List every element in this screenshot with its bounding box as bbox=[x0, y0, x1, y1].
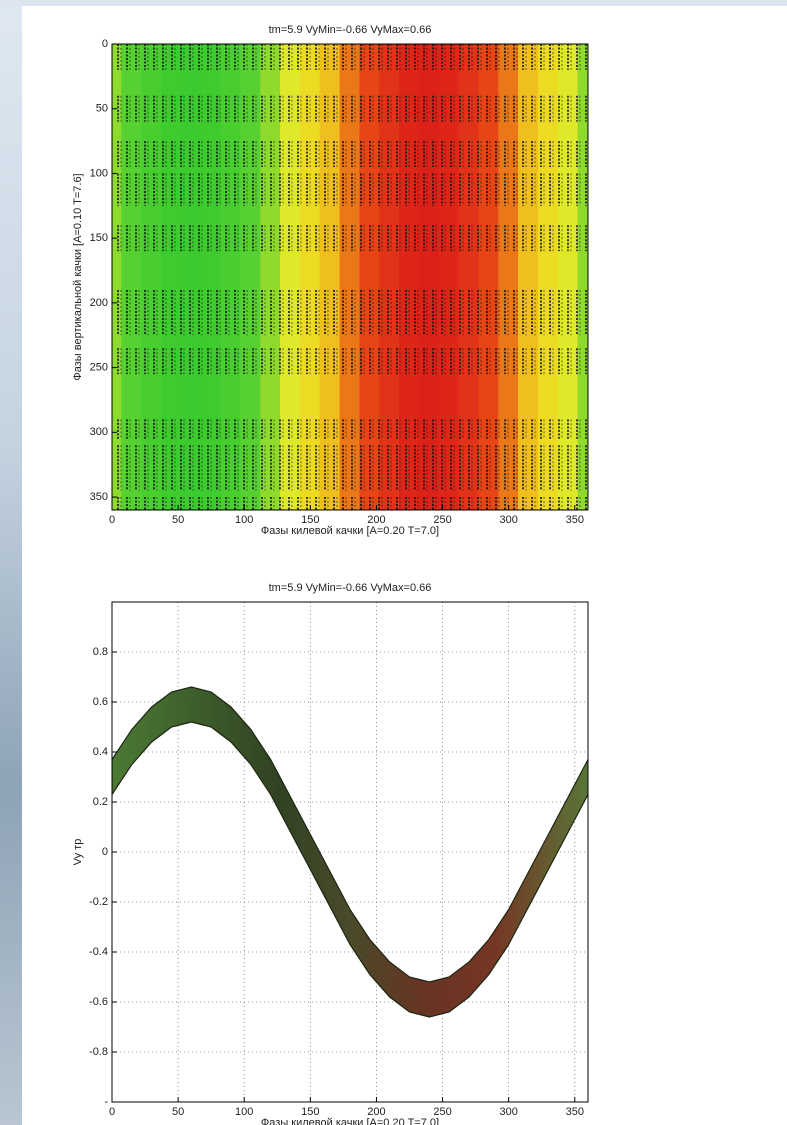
heat-cell bbox=[379, 44, 401, 510]
heat-cell bbox=[537, 44, 559, 510]
heat-cell bbox=[359, 44, 381, 510]
chart-title: tm=5.9 VyMin=-0.66 VyMax=0.66 bbox=[269, 582, 432, 594]
x-tick-label: 50 bbox=[172, 1106, 184, 1118]
heat-cell bbox=[498, 44, 520, 510]
heat-cell bbox=[577, 44, 588, 510]
chart-title: tm=5.9 VyMin=-0.66 VyMax=0.66 bbox=[269, 24, 432, 36]
y-tick-label: 350 bbox=[90, 491, 108, 503]
y-tick-label: 300 bbox=[90, 426, 108, 438]
heat-cell bbox=[280, 44, 301, 510]
plot bbox=[112, 44, 588, 510]
plot bbox=[112, 602, 588, 1102]
x-tick-label: 350 bbox=[566, 514, 584, 526]
x-tick-label: 100 bbox=[235, 514, 253, 526]
y-tick-label: 0 bbox=[102, 38, 108, 50]
y-tick-label: -0.6 bbox=[89, 996, 108, 1008]
heat-cell bbox=[220, 44, 242, 510]
x-tick-label: 50 bbox=[172, 514, 184, 526]
heat-cell bbox=[112, 44, 123, 510]
heat-cell bbox=[121, 44, 143, 510]
y-axis-label: Фазы вертикальной качки [A=0.10 T=7.6] bbox=[72, 173, 84, 380]
y-tick-label: 0 bbox=[102, 846, 108, 858]
x-tick-label: 0 bbox=[109, 1106, 115, 1118]
heat-cell bbox=[557, 44, 579, 510]
x-axis-label: Фазы килевой качки [A=0.20 T=7.0] bbox=[261, 1117, 439, 1125]
x-tick-label: 100 bbox=[235, 1106, 253, 1118]
heat-cell bbox=[418, 44, 440, 510]
heat-cell bbox=[299, 44, 321, 510]
y-tick-label: 0.8 bbox=[93, 646, 108, 658]
heat-cell bbox=[478, 44, 500, 510]
band-edge bbox=[112, 686, 588, 983]
y-tick-label: 50 bbox=[96, 103, 108, 115]
y-tick-label: 150 bbox=[90, 232, 108, 244]
desktop-edge-top bbox=[0, 0, 787, 6]
heat-cell bbox=[141, 44, 163, 510]
y-tick-label: 100 bbox=[90, 167, 108, 179]
y-tick-label: -0.4 bbox=[89, 946, 108, 958]
band-fill bbox=[112, 687, 588, 1017]
heat-cell bbox=[458, 44, 480, 510]
y-tick-label: - bbox=[104, 1096, 108, 1108]
y-tick-label: 200 bbox=[90, 297, 108, 309]
heat-cell bbox=[399, 44, 420, 510]
x-tick-label: 150 bbox=[301, 1106, 319, 1118]
band-edge bbox=[112, 721, 588, 1018]
x-axis-label: Фазы килевой качки [A=0.20 T=7.0] bbox=[261, 525, 439, 537]
x-tick-label: 200 bbox=[367, 514, 385, 526]
desktop-edge bbox=[0, 0, 22, 1125]
y-tick-label: -0.2 bbox=[89, 896, 108, 908]
y-tick-label: -0.8 bbox=[89, 1046, 108, 1058]
y-tick-label: 250 bbox=[90, 362, 108, 374]
heat-cell bbox=[438, 44, 460, 510]
heat-cell bbox=[518, 44, 539, 510]
heat-cell bbox=[200, 44, 222, 510]
heat-cell bbox=[180, 44, 202, 510]
x-tick-label: 250 bbox=[433, 1106, 451, 1118]
heat-cell bbox=[319, 44, 341, 510]
heat-cell bbox=[339, 44, 361, 510]
x-tick-label: 0 bbox=[109, 514, 115, 526]
y-tick-label: 0.2 bbox=[93, 796, 108, 808]
axes-box bbox=[111, 43, 589, 511]
x-tick-label: 250 bbox=[433, 514, 451, 526]
y-tick-label: 0.4 bbox=[93, 746, 108, 758]
x-tick-label: 300 bbox=[499, 514, 517, 526]
y-tick-label: 0.6 bbox=[93, 696, 108, 708]
x-tick-label: 150 bbox=[301, 514, 319, 526]
heat-cell bbox=[240, 44, 262, 510]
heat-cell bbox=[260, 44, 282, 510]
x-tick-label: 200 bbox=[367, 1106, 385, 1118]
x-tick-label: 350 bbox=[566, 1106, 584, 1118]
x-tick-label: 300 bbox=[499, 1106, 517, 1118]
y-axis-label: Vy тр bbox=[72, 839, 84, 866]
heat-cell bbox=[161, 44, 182, 510]
